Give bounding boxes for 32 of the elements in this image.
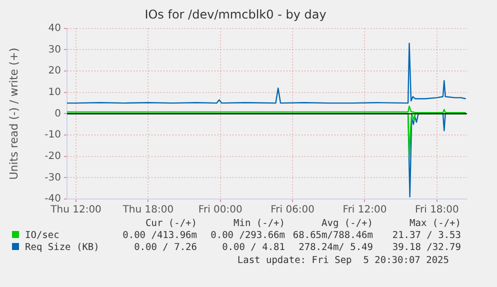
text: 68.65m/788.46m (292, 230, 373, 242)
text: 0.00 / 7.26 (133, 242, 197, 254)
y-tick-label: 40 (48, 22, 61, 34)
y-tick-label: -10 (44, 130, 61, 141)
y-tick-label: 0 (54, 108, 61, 120)
x-tick-label: Fri 00:00 (198, 204, 242, 216)
x-tick-label: Thu 18:00 (122, 204, 174, 216)
text: 278.24m/ 5.49 (298, 242, 373, 254)
y-tick-label: -40 (44, 194, 61, 205)
x-tick-label: Fri 06:00 (270, 204, 315, 216)
y-tick-label: 20 (48, 66, 61, 77)
text: 0.00 /293.66m (210, 230, 285, 242)
text: 21.37 / 3.53 (391, 230, 461, 242)
y-axis-title: Units read (-) / write (+) (7, 48, 20, 180)
y-tick-label: 10 (48, 86, 61, 98)
text: 0.00 /413.96m (122, 230, 197, 242)
text: 39.18 /32.79 (391, 242, 461, 254)
chart-title: IOs for /dev/mmcblk0 - by day (144, 7, 326, 22)
x-tick-label: Fri 12:00 (342, 204, 387, 216)
text: Avg (-/+) (320, 218, 373, 230)
y-tick-label: 30 (48, 44, 61, 56)
text: 0.00 / 4.81 (221, 242, 285, 254)
text: Cur (-/+) (144, 218, 197, 230)
text: Min (-/+) (232, 218, 285, 230)
x-tick-label: Thu 12:00 (50, 204, 102, 216)
legend-label: IO/sec (24, 230, 60, 242)
legend-label: Req Size (KB) (24, 242, 100, 254)
text: Max (-/+) (408, 218, 461, 230)
y-tick-label: -20 (44, 150, 61, 162)
text: Last update: Fri Sep 5 20:30:07 2025 (237, 255, 449, 266)
y-tick-label: -30 (44, 172, 61, 184)
x-tick-label: Fri 18:00 (414, 204, 459, 216)
